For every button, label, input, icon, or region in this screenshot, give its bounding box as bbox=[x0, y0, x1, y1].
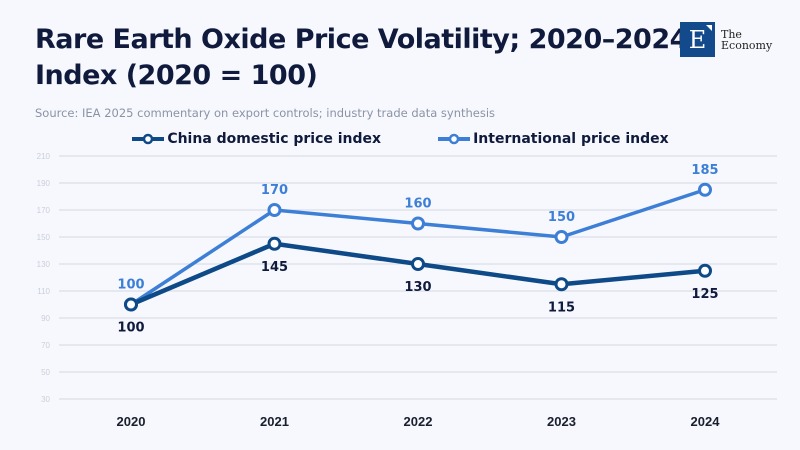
legend-marker-china-icon bbox=[132, 133, 165, 145]
y-tick-label: 130 bbox=[37, 260, 51, 269]
data-label-international: 160 bbox=[404, 197, 431, 212]
data-point-international bbox=[267, 203, 282, 217]
data-point-china bbox=[411, 257, 425, 271]
data-point-china bbox=[698, 263, 712, 278]
y-tick-label: 170 bbox=[37, 206, 51, 215]
legend-item-china: China domestic price index bbox=[131, 131, 381, 147]
data-label-international: 170 bbox=[261, 183, 288, 198]
x-tick-label: 2022 bbox=[404, 414, 433, 429]
logo-mark-icon: E bbox=[680, 22, 715, 57]
logo-wordmark: The Economy bbox=[721, 29, 772, 51]
chart-title: Rare Earth Oxide Price Volatility; 2020–… bbox=[35, 22, 688, 94]
publisher-logo: E The Economy bbox=[680, 22, 772, 57]
data-point-china bbox=[267, 236, 282, 251]
data-label-china: 115 bbox=[548, 300, 575, 315]
logo-corner bbox=[706, 25, 712, 31]
logo-line1: The bbox=[721, 27, 742, 41]
y-tick-label: 70 bbox=[41, 341, 50, 350]
data-label-china: 100 bbox=[117, 321, 144, 336]
legend-marker-international-icon bbox=[438, 133, 471, 145]
x-tick-label: 2021 bbox=[260, 414, 289, 429]
data-label-china: 130 bbox=[404, 280, 431, 295]
y-tick-label: 190 bbox=[37, 179, 51, 188]
legend-item-international: International price index bbox=[437, 131, 669, 147]
data-point-international bbox=[554, 230, 569, 244]
data-label-international: 150 bbox=[548, 210, 575, 225]
data-label-china: 125 bbox=[691, 287, 718, 302]
chart-title-line1: Rare Earth Oxide Price Volatility; 2020–… bbox=[35, 24, 688, 55]
data-point-china bbox=[554, 277, 569, 292]
x-tick-label: 2020 bbox=[117, 414, 146, 429]
y-tick-label: 150 bbox=[37, 233, 51, 242]
data-label-international: 185 bbox=[691, 163, 718, 178]
legend-label-china: China domestic price index bbox=[167, 131, 382, 147]
data-point-international bbox=[411, 216, 425, 231]
y-tick-label: 30 bbox=[41, 395, 50, 404]
data-point-international bbox=[698, 182, 712, 197]
logo-letter: E bbox=[688, 25, 707, 54]
data-point-china bbox=[124, 297, 138, 312]
chart-legend: China domestic price index International… bbox=[0, 131, 800, 147]
series-line-china bbox=[130, 241, 706, 307]
y-tick-label: 50 bbox=[41, 368, 50, 377]
y-tick-label: 90 bbox=[41, 314, 50, 323]
x-tick-label: 2024 bbox=[691, 414, 721, 429]
legend-label-international: International price index bbox=[473, 131, 669, 147]
logo-line2: Economy bbox=[721, 38, 773, 52]
y-tick-label: 110 bbox=[37, 287, 50, 296]
data-label-international: 100 bbox=[117, 278, 144, 293]
data-label-china: 145 bbox=[261, 260, 288, 275]
x-tick-label: 2023 bbox=[547, 414, 576, 429]
chart-subtitle: Source: IEA 2025 commentary on export co… bbox=[35, 106, 496, 120]
y-tick-label: 210 bbox=[37, 152, 51, 161]
chart-title-line2: Index (2020 = 100) bbox=[35, 60, 318, 91]
